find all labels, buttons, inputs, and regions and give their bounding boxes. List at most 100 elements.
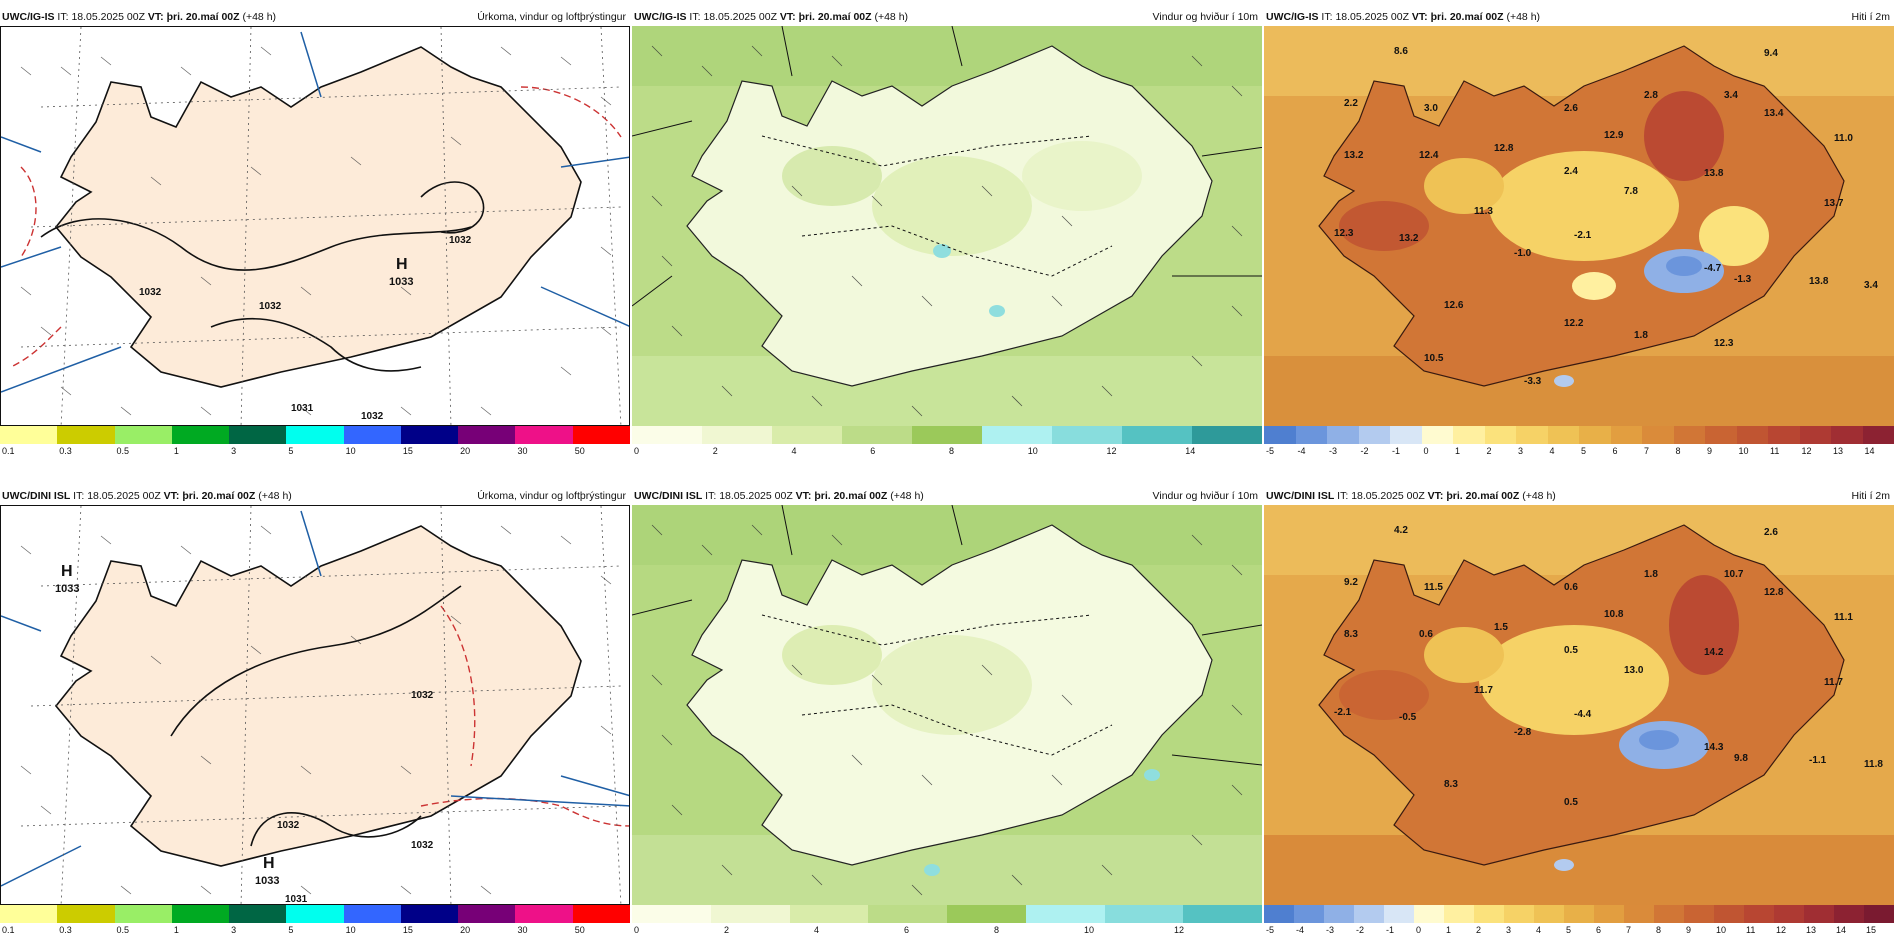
- colorbar-tick-label: 7: [1644, 446, 1650, 456]
- panel-row1-wind: UWC/IG-IS IT: 18.05.2025 00Z VT: þri. 20…: [632, 8, 1262, 473]
- wind-colorbar-ticks: 0 2 4 6 8 10 12: [632, 925, 1262, 939]
- colorbar-tick-label: 0: [634, 446, 640, 456]
- temperature-label: 13.8: [1809, 276, 1829, 287]
- colorbar-tick-label: 9: [1686, 925, 1692, 935]
- temperature-label: 2.6: [1564, 103, 1578, 114]
- panel-header: UWC/IG-IS IT: 18.05.2025 00Z VT: þri. 20…: [1264, 8, 1894, 26]
- colorbar-tick-label: 12: [1801, 446, 1812, 456]
- colorbar-swatch: [868, 905, 947, 923]
- colorbar-tick-label: 2: [1486, 446, 1492, 456]
- colorbar-swatch: [572, 905, 630, 923]
- colorbar-tick-label: 30: [517, 446, 528, 456]
- colorbar-swatch: [1327, 426, 1359, 444]
- wind-colorbar-ticks: 0 2 4 6 8 10 12 14: [632, 446, 1262, 460]
- temperature-label: -1.1: [1809, 755, 1827, 766]
- colorbar-swatch: [1594, 905, 1624, 923]
- temp-colorbar: [1264, 905, 1894, 923]
- colorbar-swatch: [171, 426, 230, 444]
- panel-row2-temp: UWC/DINI ISL IT: 18.05.2025 00Z VT: þri.…: [1264, 487, 1894, 952]
- temperature-label: 12.3: [1714, 338, 1734, 349]
- panel-header: UWC/IG-IS IT: 18.05.2025 00Z VT: þri. 20…: [632, 8, 1262, 26]
- colorbar-tick-label: 10: [1027, 446, 1038, 456]
- panel-header: UWC/DINI ISL IT: 18.05.2025 00Z VT: þri.…: [1264, 487, 1894, 505]
- colorbar-swatch: [1705, 426, 1737, 444]
- colorbar-tick-label: -4: [1296, 925, 1305, 935]
- colorbar-swatch: [947, 905, 1026, 923]
- colorbar-tick-label: 2: [1476, 925, 1482, 935]
- colorbar-swatch: [1122, 426, 1192, 444]
- colorbar-tick-label: 14: [1836, 925, 1847, 935]
- colorbar-swatch: [1444, 905, 1474, 923]
- colorbar-tick-label: 9: [1707, 446, 1713, 456]
- colorbar-tick-label: 15: [402, 925, 413, 935]
- temperature-label: 14.3: [1704, 742, 1724, 753]
- temperature-label: -1.0: [1514, 248, 1532, 259]
- temperature-label: -4.7: [1704, 263, 1722, 274]
- temp-colorbar-ticks: -5 -4 -3 -2 -1 0 1 2 3 4 5 6 7 8 9 10 11 12 13 14 15: [1264, 925, 1894, 939]
- colorbar-swatch: [229, 426, 287, 444]
- colorbar-swatch: [458, 426, 516, 444]
- isobar-label: 1031: [285, 894, 308, 905]
- panel-title: Vindur og hviður í 10m: [1152, 11, 1258, 23]
- colorbar-swatch: [1516, 426, 1548, 444]
- colorbar-tick-label: 6: [904, 925, 910, 935]
- temperature-label: 12.9: [1604, 130, 1624, 141]
- temperature-label: 9.4: [1764, 48, 1778, 59]
- temperature-label: 10.7: [1724, 569, 1744, 580]
- temperature-label: 10.8: [1604, 609, 1624, 620]
- temperature-label: 11.8: [1864, 759, 1883, 770]
- wind-colorbar: [632, 426, 1262, 444]
- colorbar-swatch: [1547, 426, 1579, 444]
- colorbar-tick-label: 1: [1455, 446, 1461, 456]
- colorbar-swatch: [515, 905, 573, 923]
- colorbar-swatch: [1264, 905, 1294, 923]
- colorbar-swatch: [1864, 905, 1894, 923]
- colorbar-swatch: [632, 905, 711, 923]
- temperature-label: 11.3: [1474, 206, 1493, 217]
- wind-colorbar: [632, 905, 1262, 923]
- colorbar-swatch: [1804, 905, 1834, 923]
- colorbar-swatch: [1358, 426, 1390, 444]
- panel-title: Úrkoma, vindur og loftþrýstingur: [477, 490, 626, 502]
- temperature-label: -3.3: [1524, 376, 1542, 387]
- temperature-label: 12.4: [1419, 150, 1439, 161]
- colorbar-tick-label: 8: [994, 925, 1000, 935]
- temperature-label: 11.5: [1424, 582, 1443, 593]
- temperature-label: 9.8: [1734, 753, 1748, 764]
- colorbar-tick-label: 13: [1833, 446, 1844, 456]
- colorbar-tick-label: 0.1: [2, 446, 15, 456]
- panel-title: Vindur og hviður í 10m: [1152, 490, 1258, 502]
- colorbar-tick-label: 0: [1416, 925, 1422, 935]
- colorbar-swatch: [171, 905, 230, 923]
- temperature-label: 13.8: [1704, 168, 1724, 179]
- colorbar-swatch: [1294, 905, 1324, 923]
- colorbar-tick-label: 0: [1423, 446, 1429, 456]
- temp-map-svg: 4.2 2.6 9.2 11.5 0.6 1.8 10.7 12.8 1.5 10.8 11.1 8.…: [1264, 505, 1894, 905]
- colorbar-tick-label: 2: [712, 446, 718, 456]
- colorbar-tick-label: 0.5: [116, 925, 130, 935]
- colorbar-swatch: [1831, 426, 1863, 444]
- temperature-label: 8.3: [1344, 629, 1358, 640]
- colorbar-swatch: [1183, 905, 1262, 923]
- colorbar-swatch: [286, 905, 344, 923]
- colorbar-swatch: [0, 426, 58, 444]
- temperature-label: 13.4: [1764, 108, 1784, 119]
- temperature-label: 3.0: [1424, 103, 1438, 114]
- isobar-label: 1031: [291, 403, 314, 414]
- precip-map-svg: H 1033 1032 1032 1032 1031 1032: [1, 27, 629, 425]
- colorbar-tick-label: 8: [949, 446, 955, 456]
- colorbar-tick-label: -5: [1266, 925, 1275, 935]
- wind-map: [632, 505, 1262, 905]
- colorbar-tick-label: 10: [1716, 925, 1727, 935]
- temp-map-svg: 8.6 9.4 2.2 3.0 2.6 2.8 3.4 13.4 12.8 12.9 11.0 13.…: [1264, 26, 1894, 426]
- colorbar-tick-label: 1: [1446, 925, 1452, 935]
- panel-title: Hiti í 2m: [1851, 490, 1890, 502]
- temperature-label: 2.4: [1564, 166, 1578, 177]
- colorbar-swatch: [1642, 426, 1674, 444]
- colorbar-tick-label: 4: [1549, 446, 1555, 456]
- temperature-label: 11.0: [1834, 133, 1853, 144]
- colorbar-tick-label: 4: [791, 446, 797, 456]
- temperature-label: 0.6: [1419, 629, 1433, 640]
- temperature-label: 4.2: [1394, 525, 1408, 536]
- colorbar-swatch: [1453, 426, 1485, 444]
